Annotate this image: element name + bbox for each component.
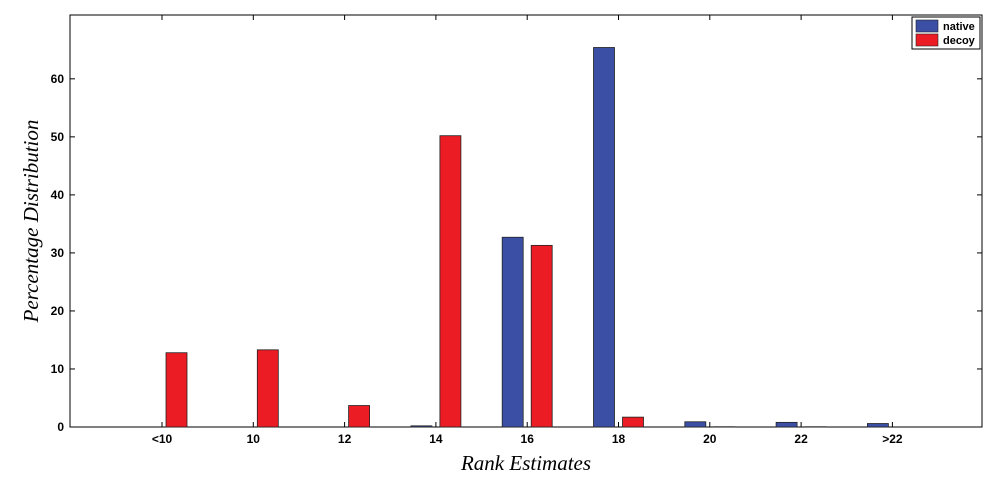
bar-decoy-1: [256, 349, 279, 428]
bar-native-3: [410, 425, 433, 428]
y-tick-label: 40: [51, 188, 65, 202]
bar-native-8: [867, 423, 889, 428]
x-axis-label: Rank Estimates: [460, 451, 591, 475]
plot-area: [69, 14, 983, 428]
bar-decoy-5: [622, 416, 644, 428]
y-axis: 0 10 20 30 40 50 60: [51, 72, 982, 434]
y-tick-label: 0: [57, 420, 64, 434]
x-tick-label: 14: [429, 432, 443, 446]
x-tick-label: >22: [882, 432, 903, 446]
bar-decoy-2: [348, 405, 371, 428]
legend-swatch-decoy: [915, 33, 939, 47]
x-tick-label: <10: [152, 432, 173, 446]
bar-native-5: [593, 47, 615, 428]
bar-decoy-3: [439, 135, 462, 428]
legend-label-native: native: [943, 21, 975, 33]
x-tick-label: 12: [338, 432, 352, 446]
y-axis-label: Percentage Distribution: [19, 120, 43, 324]
bar-native-6: [684, 421, 707, 428]
bar-native-4: [501, 236, 524, 428]
x-tick-label: 16: [521, 432, 535, 446]
x-axis: <10 10 12 14 16 18 20 22 >22: [152, 15, 903, 446]
bar-decoy-0: [165, 352, 188, 428]
y-tick-label: 50: [51, 130, 65, 144]
bars: [165, 47, 889, 428]
y-tick-label: 30: [51, 246, 65, 260]
bar-native-7: [775, 421, 798, 428]
legend-label-decoy: decoy: [943, 35, 976, 47]
bar-decoy-4: [530, 244, 553, 428]
legend: native decoy: [911, 16, 981, 50]
x-tick-label: 22: [794, 432, 808, 446]
y-tick-label: 20: [51, 304, 65, 318]
y-tick-label: 10: [51, 362, 65, 376]
x-tick-label: 20: [703, 432, 717, 446]
legend-swatch-native: [915, 19, 939, 33]
x-tick-label: 18: [612, 432, 626, 446]
y-tick-label: 60: [51, 72, 65, 86]
x-tick-label: 10: [247, 432, 261, 446]
